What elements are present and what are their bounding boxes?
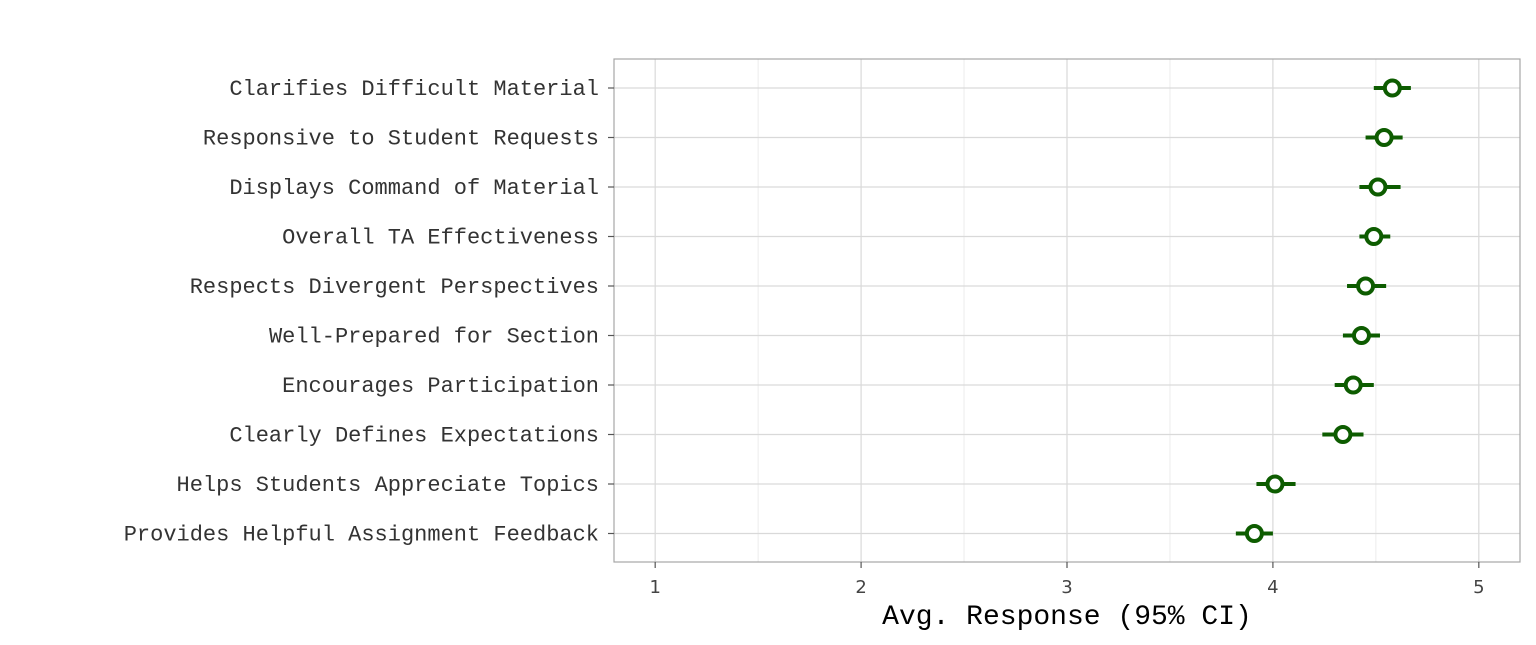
- data-point: [1368, 177, 1388, 197]
- data-point: [1333, 425, 1353, 444]
- y-tick-label: Displays Command of Material: [229, 176, 599, 201]
- y-axis-labels: Clarifies Difficult Material Responsive t…: [124, 77, 599, 548]
- y-tick-label: Provides Helpful Assignment Feedback: [124, 523, 599, 548]
- x-tick-label: 2: [855, 577, 866, 598]
- data-point: [1265, 474, 1285, 494]
- y-axis-ticks: [608, 87, 614, 535]
- x-axis-labels: 1 2 3 4 5: [649, 577, 1484, 598]
- y-tick-label: Helps Students Appreciate Topics: [177, 473, 599, 498]
- y-tick-label: Overall TA Effectiveness: [282, 226, 599, 251]
- data-marks: [1235, 78, 1411, 543]
- y-tick-label: Respects Divergent Perspectives: [190, 275, 599, 300]
- data-point: [1244, 524, 1264, 543]
- x-tick-label: 1: [649, 577, 660, 598]
- data-point: [1382, 78, 1402, 98]
- y-tick-label: Encourages Participation: [282, 374, 599, 399]
- x-tick-label: 5: [1473, 577, 1484, 598]
- y-tick-label: Responsive to Student Requests: [203, 127, 599, 152]
- minor-gridlines: [757, 59, 1377, 562]
- data-point: [1343, 375, 1363, 395]
- x-axis-ticks: [654, 562, 1480, 568]
- data-point: [1356, 276, 1376, 296]
- data-point: [1351, 326, 1371, 345]
- data-point: [1364, 227, 1384, 246]
- y-tick-label: Clearly Defines Expectations: [229, 424, 599, 449]
- x-tick-label: 3: [1061, 577, 1072, 598]
- x-axis-title: Avg. Response (95% CI): [882, 602, 1252, 633]
- y-tick-label: Well-Prepared for Section: [269, 325, 599, 350]
- data-point: [1374, 128, 1394, 147]
- y-tick-label: Clarifies Difficult Material: [229, 77, 599, 102]
- x-tick-label: 4: [1267, 577, 1278, 598]
